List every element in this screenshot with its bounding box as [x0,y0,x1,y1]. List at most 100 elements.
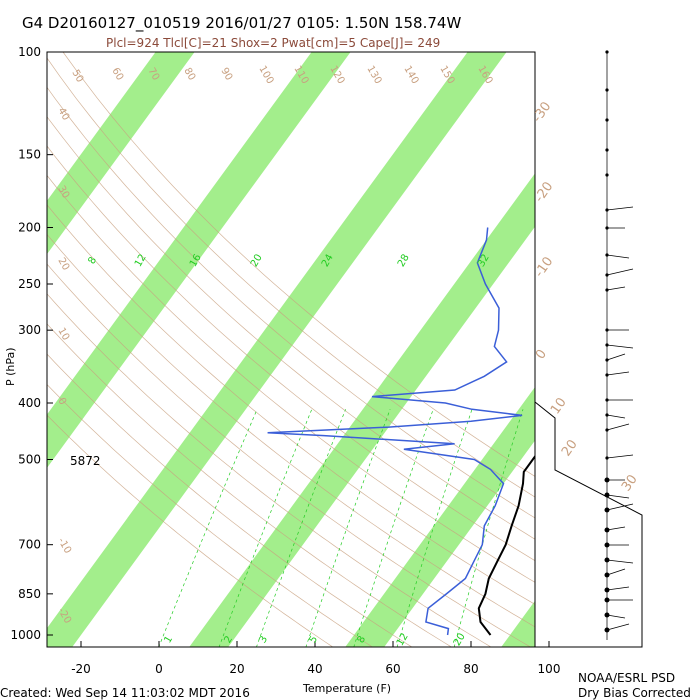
wind-barb [606,568,626,576]
wind-barb [606,344,634,349]
dry-adiabat-label: 100 [256,64,275,86]
isotherm-label: 10 [548,395,570,417]
parcel-line [582,208,595,403]
footer-bias: Dry Bias Corrected [578,686,691,700]
dewpoint-line [267,227,523,636]
dry-adiabat [47,116,535,540]
x-axis-label: Temperature (F) [302,682,391,695]
isotherm-band [47,52,195,255]
isotherm-label: 0 [533,347,550,362]
mixing-ratio-label: 5 [307,634,320,645]
dry-adiabat-label: 40 [55,106,71,123]
isotherm-label: -10 [532,254,556,280]
wind-barb [606,268,634,276]
wind-barb [606,423,630,431]
mixing-ratio-line [396,409,473,647]
dry-adiabat-label: 20 [55,256,71,273]
mixing-ratio-label: 28 [396,252,412,269]
plot-frame [46,51,536,648]
wind-barb [606,206,634,211]
dry-adiabat [47,323,453,647]
mixing-ratio-label: 8 [86,255,99,266]
dry-adiabat-label: -10 [55,536,73,556]
height-label: 5872 [70,454,101,468]
isotherm-label: 20 [559,437,581,459]
wind-barb [606,494,630,499]
footer-created: Created: Wed Sep 14 11:03:02 MDT 2016 [0,686,250,700]
dry-adiabat-label: 0 [55,396,68,407]
wind-barb [606,586,630,591]
wind-barb [606,254,630,259]
mixing-ratio-label: 1 [162,634,175,645]
background-guides [47,52,535,647]
mixing-ratio-label: 3 [257,634,270,645]
dry-adiabat [47,174,535,583]
mixing-ratio-line [158,409,258,647]
isotherm-label: -20 [532,179,556,205]
y-tick-label: 500 [18,452,41,466]
dry-adiabat-label: 140 [401,64,420,86]
dry-adiabat-label: 130 [364,64,383,86]
dry-adiabat [47,384,373,647]
wind-barb [606,526,626,531]
mixing-ratio-label: 12 [133,252,149,269]
mixing-ratio-label: 20 [249,252,265,269]
mixing-ratio-line [453,409,524,647]
y-tick-label: 700 [18,538,41,552]
chart-title: G4 D20160127_010519 2016/01/27 0105: 1.5… [22,14,461,33]
dry-adiabat-label: 90 [218,66,234,83]
dry-adiabat-label: 60 [109,66,125,83]
chart-subtitle: Plcl=924 Tlcl[C]=21 Shox=2 Pwat[cm]=5 Ca… [106,36,440,50]
isotherm-band [501,600,535,647]
y-tick-label: 1000 [10,628,41,642]
temperature-line [477,454,535,636]
x-tick-label: 40 [307,662,322,676]
mixing-ratio-label: 2 [222,634,235,645]
wind-panel [534,50,643,648]
wind-barb [606,503,634,511]
dry-adiabat [47,86,535,519]
y-tick-label: 250 [18,277,41,291]
y-tick-label: 400 [18,396,41,410]
wind-barb-dot [605,50,609,54]
wind-barb [606,614,626,619]
sounding-profiles [267,208,595,636]
dry-adiabat [47,233,535,628]
x-tick-label: 100 [538,662,561,676]
wind-barb [606,371,630,376]
y-tick-label: 150 [18,148,41,162]
isotherm-band [47,52,507,647]
isotherm-band [47,52,351,468]
dry-adiabat-label: 80 [181,66,197,83]
wind-barb-dot [605,173,609,177]
x-tick-label: 20 [229,662,244,676]
dry-adiabat [47,293,492,647]
dry-adiabat-label: 50 [69,68,85,85]
isotherm-label: 30 [619,472,641,494]
wind-barb-dot [605,88,609,92]
y-tick-label: 200 [18,221,41,235]
wind-barb [606,353,626,361]
isotherm-bands [47,52,535,647]
wind-barb-dot [605,148,609,152]
dry-adiabat [47,57,535,498]
isotherm-band [345,387,535,647]
wind-barb [606,559,634,564]
y-tick-label: 100 [18,45,41,59]
mixing-ratio-line [256,409,346,647]
dry-adiabat [47,145,535,562]
wind-barb [606,623,630,631]
wind-barb [606,454,634,459]
mixing-ratio-line [305,409,391,647]
dry-adiabat [47,204,535,605]
wind-barb [606,414,626,419]
dry-adiabat [47,353,413,647]
x-tick-label: -20 [71,662,91,676]
dry-adiabat [47,414,334,647]
isotherm-label: -30 [530,99,554,125]
wind-barb-dot [605,118,609,122]
footer-org: NOAA/ESRL PSD [578,671,675,685]
wind-barb [606,286,626,291]
dry-adiabat [47,263,532,647]
